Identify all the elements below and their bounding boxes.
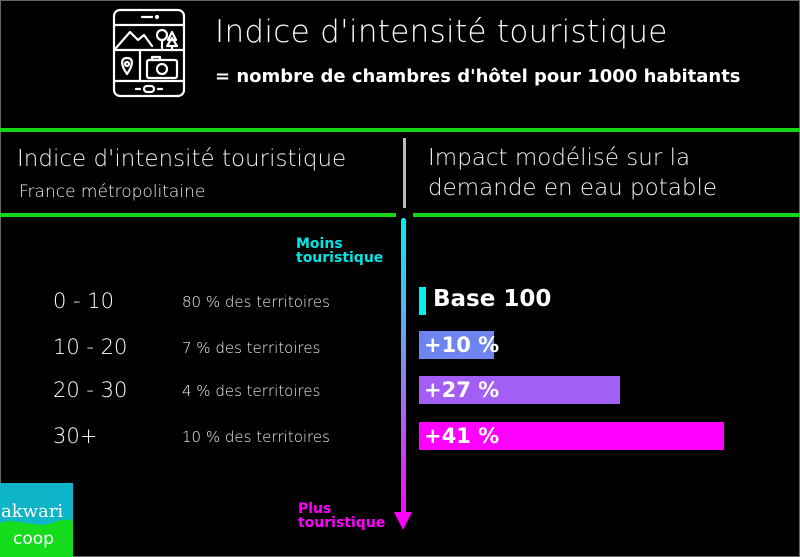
axis-bottom-label: Plus touristique [298,501,386,531]
left-panel-title: Indice d'intensité touristique [17,146,347,172]
bar-label-1: +10 % [424,333,500,357]
share-label-1: 7 % des territoires [182,339,321,357]
bar-label-2: +27 % [424,378,500,402]
page-subtitle: = nombre de chambres d'hôtel pour 1000 h… [215,66,741,87]
left-panel-subtitle: France métropolitaine [19,182,206,202]
share-label-2: 4 % des territoires [182,382,321,400]
right-panel-title-line1: Impact modélisé sur la [428,145,691,171]
bar-1: +10 % [419,331,499,359]
right-panel-title: Impact modélisé sur la demande en eau po… [428,143,717,203]
share-label-0: 80 % des territoires [182,293,330,311]
logo-text-coop: coop [13,529,54,549]
share-label-3: 10 % des territoires [182,428,330,446]
range-label-1: 10 - 20 [53,335,128,359]
bar-label-3: +41 % [424,424,500,448]
akwari-coop-logo: akwari coop [0,483,73,557]
bar-3: +41 % [419,422,724,450]
right-panel-title-line2: demande en eau potable [428,175,717,201]
range-label-2: 20 - 30 [53,378,128,402]
logo-text-akwari: akwari [1,501,64,522]
divider-right [413,213,800,217]
arrow-down-icon [394,512,412,530]
column-separator [403,138,406,208]
range-label-3: 30+ [53,424,98,448]
range-label-0: 0 - 10 [53,289,115,313]
base-marker [419,287,426,315]
axis-top-label: Moins touristique [296,236,384,266]
divider-top [0,128,800,132]
divider-left [0,213,396,217]
bar-label-0: Base 100 [433,286,552,312]
tourism-gradient-axis [401,218,406,518]
page-title: Indice d'intensité touristique [215,14,668,50]
tablet-travel-icon [112,8,186,102]
bar-2: +27 % [419,376,620,404]
